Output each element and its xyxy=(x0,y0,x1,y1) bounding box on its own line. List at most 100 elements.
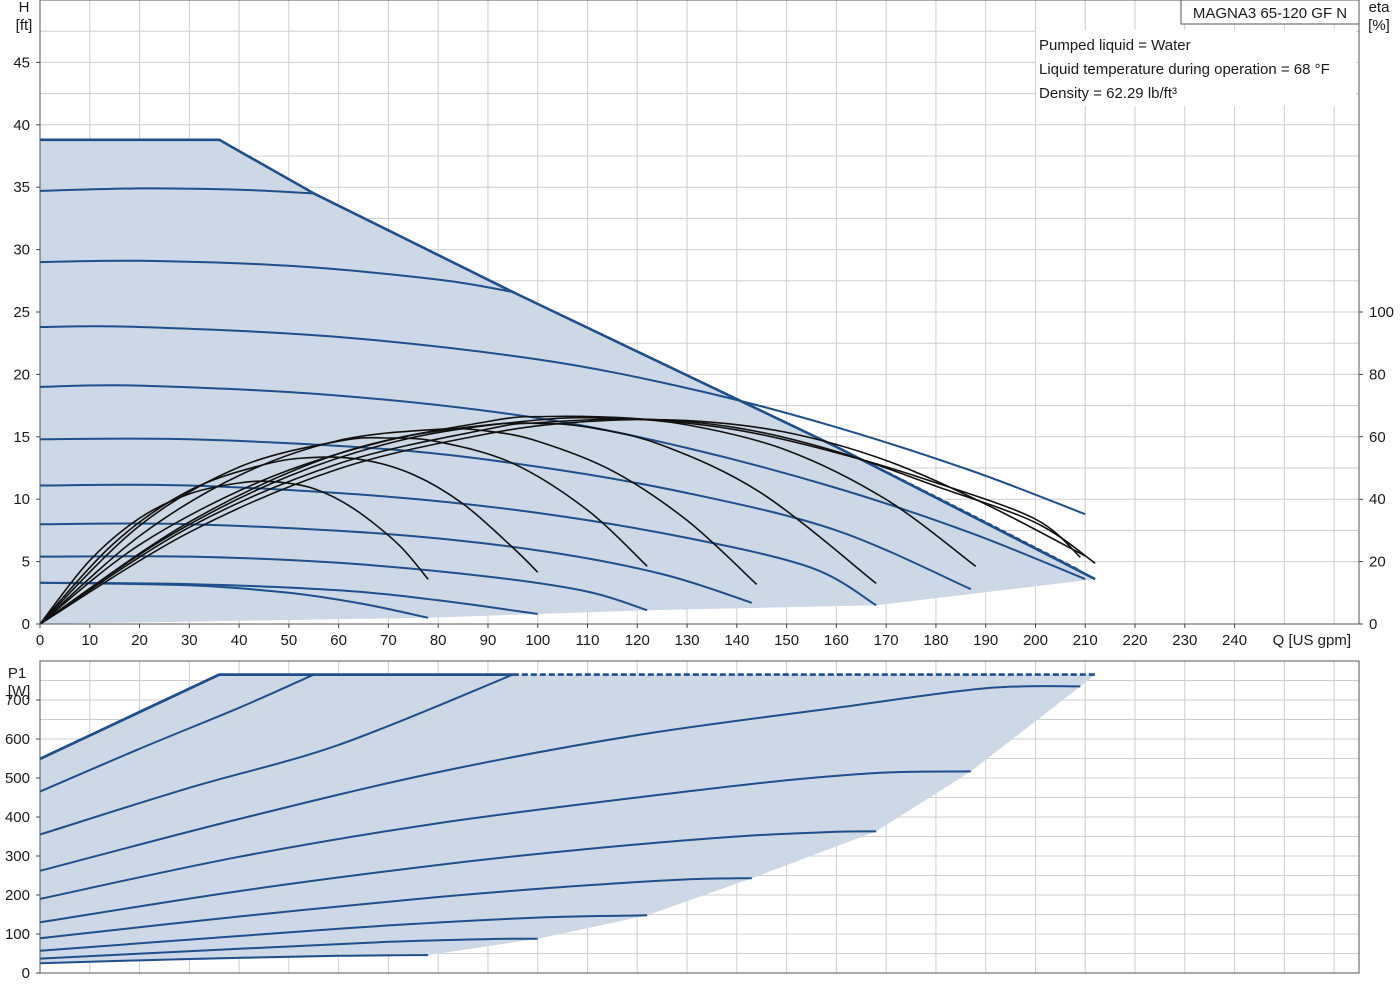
flow-tick-labels: 0 10 20 30 40 50 60 70 80 90 100 110 120 130 140 150 160… xyxy=(36,624,1247,649)
flow-tick-label: 190 xyxy=(973,632,998,649)
head-y-tick-label: 5 xyxy=(22,554,30,571)
head-speed-curve xyxy=(39,325,1086,516)
efficiency-curves xyxy=(39,415,1096,625)
head-y-tick-label: 0 xyxy=(22,616,30,633)
model-info-box: MAGNA3 65-120 GF N Pumped liquid = Water… xyxy=(1036,0,1360,106)
model-name-box xyxy=(1180,0,1360,25)
flow-tick-label: 10 xyxy=(81,632,98,649)
efficiency-curve xyxy=(39,418,1096,625)
power-speed-curve xyxy=(39,914,648,952)
power-y-tick-labels: 0 100 200 300 400 500 600 700 xyxy=(5,692,40,982)
eta-axis-label-line1: eta xyxy=(1369,0,1391,16)
power-speed-curves xyxy=(39,673,1096,965)
flow-tick-label: 60 xyxy=(330,632,347,649)
flow-tick-label: 50 xyxy=(281,632,298,649)
power-y-tick-label: 500 xyxy=(5,770,30,787)
flow-tick-label: 110 xyxy=(576,632,600,649)
head-y-tick-label: 15 xyxy=(13,429,30,446)
head-speed-curve xyxy=(39,187,314,195)
power-speed-curve xyxy=(39,877,752,940)
eta-tick-labels: 0 20 40 60 80 100 xyxy=(1359,304,1394,633)
efficiency-curve xyxy=(39,416,977,625)
flow-tick-label: 100 xyxy=(525,632,550,649)
power-speed-curve xyxy=(39,937,538,960)
flow-tick-label: 210 xyxy=(1073,632,1098,649)
efficiency-curve xyxy=(39,418,1086,625)
flow-axis-label: Q [US gpm] xyxy=(1273,632,1351,649)
flow-tick-label: 240 xyxy=(1222,632,1247,649)
head-chart-panel: 0 5 10 15 20 25 30 35 40 45 0 20 40 60 80 100 0 10 20 30 4… xyxy=(13,0,1394,649)
head-axis-label-line1: H xyxy=(19,0,30,16)
flow-tick-label: 180 xyxy=(923,632,948,649)
head-y-tick-label: 40 xyxy=(13,117,30,134)
power-y-tick-label: 300 xyxy=(5,848,30,865)
density-text: Density = 62.29 lb/ft³ xyxy=(1039,85,1177,102)
power-y-tick-label: 600 xyxy=(5,731,30,748)
head-y-tick-labels: 0 5 10 15 20 25 30 35 40 45 xyxy=(13,54,40,633)
efficiency-curve xyxy=(39,415,1081,625)
liquid-info-background xyxy=(1036,30,1356,106)
flow-tick-label: 120 xyxy=(625,632,650,649)
head-speed-curve xyxy=(39,555,648,612)
flow-tick-label: 20 xyxy=(131,632,148,649)
eta-tick-label: 40 xyxy=(1369,491,1386,508)
head-y-tick-label: 20 xyxy=(13,366,30,383)
liquid-temperature-text: Liquid temperature during operation = 68… xyxy=(1039,61,1330,78)
head-axis-label-line2: [ft] xyxy=(16,17,33,34)
efficiency-curve xyxy=(39,480,429,625)
head-y-tick-label: 30 xyxy=(13,242,30,259)
head-operating-area xyxy=(40,139,1096,625)
power-speed-curve xyxy=(39,954,429,965)
eta-tick-label: 100 xyxy=(1369,304,1394,321)
power-speed-curve xyxy=(39,770,971,900)
flow-tick-label: 130 xyxy=(675,632,700,649)
power-y-tick-label: 100 xyxy=(5,926,30,943)
head-speed-curve xyxy=(39,437,972,591)
head-speed-curve xyxy=(39,522,753,604)
flow-tick-label: 200 xyxy=(1023,632,1048,649)
eta-tick-label: 20 xyxy=(1369,554,1386,571)
flow-tick-label: 0 xyxy=(36,632,44,649)
eta-tick-label: 80 xyxy=(1369,366,1386,383)
power-max-curve xyxy=(39,673,513,761)
eta-tick-label: 60 xyxy=(1369,429,1386,446)
power-y-tick-label: 200 xyxy=(5,887,30,904)
eta-axis-label-line2: [%] xyxy=(1368,17,1390,34)
flow-tick-label: 230 xyxy=(1172,632,1197,649)
power-speed-curve xyxy=(39,830,877,924)
power-speed-curve xyxy=(39,673,514,836)
head-y-tick-label: 45 xyxy=(13,54,30,71)
head-y-tick-label: 35 xyxy=(13,179,30,196)
head-y-tick-label: 25 xyxy=(13,304,30,321)
head-speed-curve xyxy=(39,483,877,607)
flow-tick-label: 80 xyxy=(430,632,447,649)
power-chart-panel: 0 100 200 300 400 500 600 700 P1 [W] xyxy=(5,660,1360,982)
flow-tick-label: 90 xyxy=(480,632,497,649)
flow-tick-label: 30 xyxy=(181,632,198,649)
power-y-tick-label: 0 xyxy=(22,965,30,982)
power-speed-curve xyxy=(39,685,1081,872)
power-axis-label-line1: P1 xyxy=(8,665,26,682)
flow-tick-label: 220 xyxy=(1123,632,1148,649)
power-speed-curve xyxy=(39,673,315,793)
power-y-tick-label: 700 xyxy=(5,692,30,709)
power-operating-area xyxy=(40,674,1096,964)
model-name: MAGNA3 65-120 GF N xyxy=(1193,5,1347,22)
eta-tick-label: 0 xyxy=(1369,616,1377,633)
flow-tick-label: 140 xyxy=(724,632,749,649)
head-max-curve xyxy=(40,138,1096,581)
power-axis-label-line2: [W] xyxy=(8,683,31,700)
flow-tick-label: 40 xyxy=(231,632,248,649)
efficiency-curve xyxy=(39,436,648,625)
flow-tick-label: 170 xyxy=(874,632,899,649)
pumped-liquid-text: Pumped liquid = Water xyxy=(1039,37,1191,54)
flow-tick-label: 70 xyxy=(380,632,397,649)
flow-tick-label: 150 xyxy=(774,632,799,649)
flow-tick-label: 160 xyxy=(824,632,849,649)
power-y-tick-label: 400 xyxy=(5,809,30,826)
efficiency-curve xyxy=(39,456,539,625)
head-speed-curve xyxy=(39,581,429,619)
head-speed-curve xyxy=(39,259,513,293)
head-y-tick-label: 10 xyxy=(13,491,30,508)
